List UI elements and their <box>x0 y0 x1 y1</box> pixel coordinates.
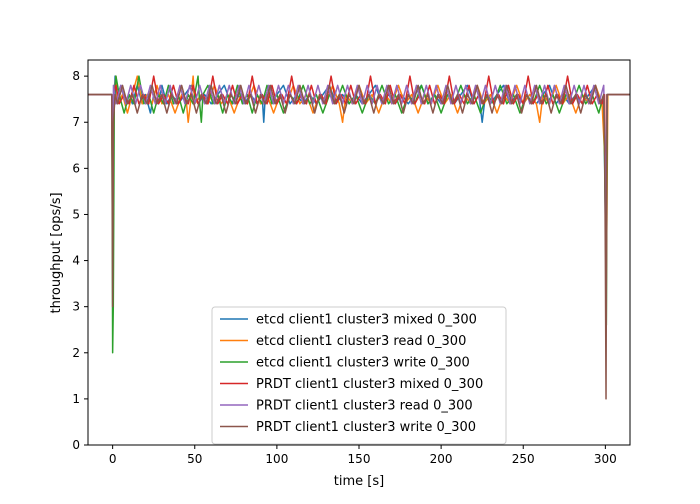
y-tick-label: 3 <box>72 300 80 314</box>
x-tick-label: 150 <box>348 452 371 466</box>
series-layer <box>88 75 630 400</box>
x-tick-label: 300 <box>594 452 617 466</box>
x-axis-label: time [s] <box>334 474 384 489</box>
y-tick-label: 0 <box>72 438 80 452</box>
legend-label-4: PRDT client1 cluster3 mixed 0_300 <box>256 377 483 392</box>
legend-label-1: etcd client1 cluster3 mixed 0_300 <box>256 313 477 328</box>
x-tick-label: 100 <box>265 452 288 466</box>
x-tick-label: 50 <box>187 452 202 466</box>
axes-layer: 0 50 100 150 200 250 300 0 1 2 3 4 5 6 7 8 <box>72 59 631 466</box>
series-line-6 <box>88 84 630 400</box>
y-axis-label: throughput [ops/s] <box>49 192 64 313</box>
legend-box <box>211 306 507 445</box>
y-tick-label: 2 <box>72 346 80 360</box>
series-line-4 <box>88 75 630 308</box>
y-tick-label: 8 <box>72 69 80 83</box>
y-tick-label: 6 <box>72 161 80 175</box>
y-tick-label: 4 <box>72 254 80 268</box>
legend-label-6: PRDT client1 cluster3 write 0_300 <box>256 420 476 435</box>
x-tick-label: 0 <box>109 452 117 466</box>
legend-label-2: etcd client1 cluster3 read 0_300 <box>256 334 466 349</box>
y-tick-label: 1 <box>72 392 80 406</box>
legend-label-5: PRDT client1 cluster3 read 0_300 <box>256 399 473 414</box>
legend-label-3: etcd client1 cluster3 write 0_300 <box>256 356 470 371</box>
y-tick-label: 5 <box>72 207 80 221</box>
x-tick-label: 250 <box>512 452 535 466</box>
y-tick-label: 7 <box>72 115 80 129</box>
x-tick-label: 200 <box>430 452 453 466</box>
